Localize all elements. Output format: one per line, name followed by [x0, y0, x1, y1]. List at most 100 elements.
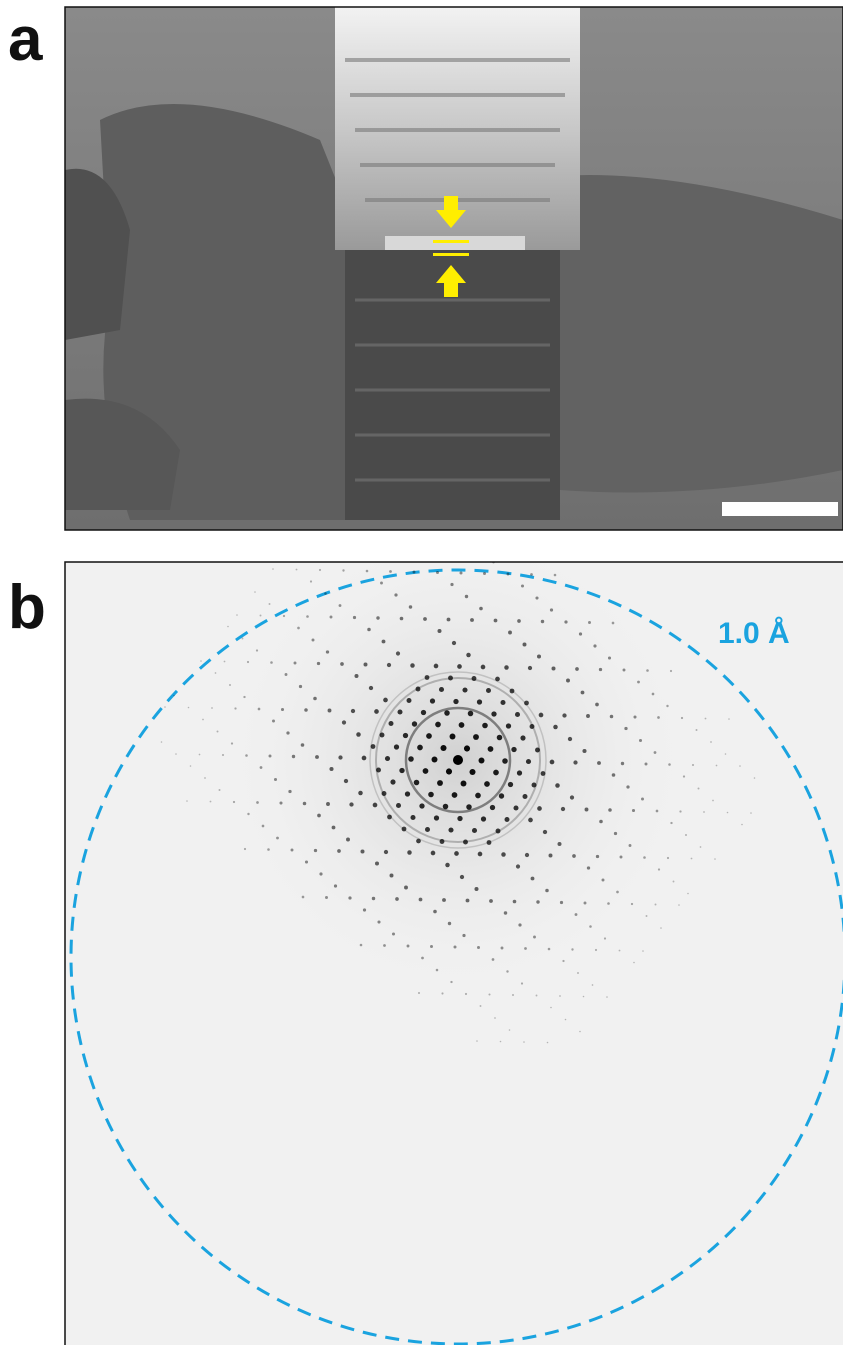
diffraction-spot [629, 844, 632, 847]
diffraction-spot [446, 768, 452, 774]
diffraction-spot [417, 745, 423, 751]
diffraction-spot [683, 775, 685, 777]
diffraction-spot [233, 801, 235, 803]
diffraction-spot [608, 656, 611, 659]
diffraction-spot [652, 693, 655, 696]
diffraction-spot [416, 839, 421, 844]
diffraction-spot [516, 864, 520, 868]
diffraction-spot [698, 788, 700, 790]
diffraction-spot [421, 710, 426, 715]
diffraction-spot [297, 627, 300, 630]
diffraction-spot [515, 712, 520, 717]
diffraction-spot [535, 748, 540, 753]
diffraction-spot [317, 662, 320, 665]
diffraction-spot [324, 592, 327, 595]
diffraction-spot [356, 732, 361, 737]
diffraction-spot [371, 744, 376, 749]
diffraction-spot [523, 643, 527, 647]
diffraction-spot [269, 603, 271, 605]
diffraction-spot [466, 804, 472, 810]
diffraction-spot [329, 767, 333, 771]
diffraction-spot [469, 769, 475, 775]
diffraction-spot [332, 826, 336, 830]
diffraction-spot [414, 780, 420, 786]
diffraction-spot [506, 970, 508, 972]
diffraction-spot [599, 668, 602, 671]
diffraction-spot [502, 758, 508, 764]
diffraction-spot [535, 596, 538, 599]
diffraction-spot [504, 665, 509, 670]
diffraction-spot [468, 711, 474, 717]
diffraction-spot [269, 755, 272, 758]
diffraction-spot [342, 569, 344, 571]
diffraction-spot [444, 710, 450, 716]
diffraction-spot [222, 754, 224, 756]
diffraction-spot [234, 707, 236, 709]
diffraction-spot [344, 779, 348, 783]
diffraction-spot [533, 936, 536, 939]
diffraction-spot [301, 743, 305, 747]
diffraction-spot [620, 856, 623, 859]
diffraction-spot [646, 669, 649, 672]
diffraction-spot [355, 674, 359, 678]
diffraction-spot [595, 703, 599, 707]
diffraction-spot [461, 781, 467, 787]
diffraction-spot [558, 842, 562, 846]
diffraction-spot [292, 755, 295, 758]
diffraction-spot [450, 734, 456, 740]
diffraction-spot [394, 744, 399, 749]
diffraction-spot [385, 756, 390, 761]
diffraction-spot [419, 898, 423, 902]
diffraction-spot [272, 568, 274, 570]
diffraction-spot [351, 558, 353, 560]
diffraction-spot [288, 790, 291, 793]
diffraction-spot [358, 791, 363, 796]
diffraction-spot [317, 814, 321, 818]
diffraction-spot [338, 755, 342, 759]
diffraction-spot [545, 889, 549, 893]
diffraction-spot [342, 720, 346, 724]
scale-bar [722, 502, 838, 516]
diffraction-spot [285, 673, 288, 676]
diffraction-spot [465, 595, 468, 598]
diffraction-spot [408, 756, 414, 762]
diffraction-spot [419, 803, 424, 808]
diffraction-spot [626, 785, 629, 788]
diffraction-spot [326, 650, 329, 653]
diffraction-spot [477, 946, 480, 949]
diffraction-spot [334, 884, 337, 887]
diffraction-spot [229, 684, 231, 686]
diffraction-spot [509, 1029, 511, 1031]
diffraction-spot [299, 685, 302, 688]
diffraction-spot [436, 571, 439, 574]
diffraction-spot [483, 572, 486, 575]
diffraction-spot [256, 801, 259, 804]
diffraction-spot [474, 887, 478, 891]
diffraction-spot [349, 802, 353, 806]
diffraction-spot [448, 827, 453, 832]
diffraction-spot [537, 806, 542, 811]
diffraction-spot [668, 763, 671, 766]
diffraction-spot [227, 626, 229, 628]
diffraction-spot [712, 800, 714, 802]
diffraction-spot [670, 822, 672, 824]
diffraction-spot [579, 632, 582, 635]
diffraction-spot [633, 715, 636, 718]
diffraction-spot [413, 571, 416, 574]
diffraction-spot [407, 698, 412, 703]
diffraction-spot [397, 709, 402, 714]
diffraction-spot [705, 718, 707, 720]
diffraction-spot [575, 667, 579, 671]
diffraction-spot [481, 816, 486, 821]
diffraction-spot [369, 686, 373, 690]
diffraction-spot [395, 897, 399, 901]
diffraction-spot [466, 899, 470, 903]
diffraction-spot [554, 574, 557, 577]
diffraction-spot [700, 846, 702, 848]
diffraction-spot [436, 969, 439, 972]
diffraction-spot [236, 614, 238, 616]
diffraction-spot [407, 850, 412, 855]
diffraction-spot [481, 665, 486, 670]
diffraction-spot [484, 781, 490, 787]
diffraction-spot [589, 925, 592, 928]
